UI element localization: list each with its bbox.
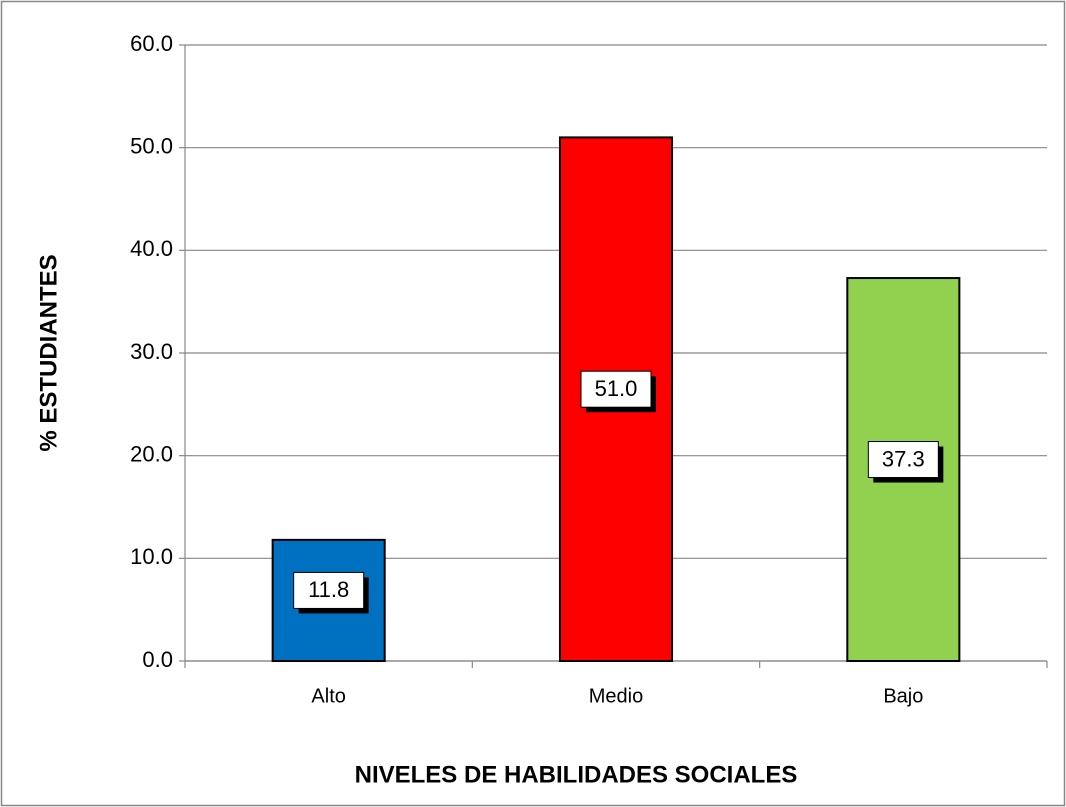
y-tick-label: 0.0 bbox=[142, 647, 173, 672]
y-tick-label: 30.0 bbox=[130, 339, 173, 364]
y-tick-label: 40.0 bbox=[130, 236, 173, 261]
x-axis-title: NIVELES DE HABILIDADES SOCIALES bbox=[355, 761, 798, 788]
x-tick-label: Alto bbox=[311, 685, 345, 707]
y-tick-label: 60.0 bbox=[130, 31, 173, 56]
value-label-box bbox=[867, 441, 939, 479]
x-tick-label: Medio bbox=[589, 685, 643, 707]
x-tick-label: Bajo bbox=[883, 685, 923, 707]
value-label: 51.0 bbox=[595, 376, 638, 401]
y-tick-label: 50.0 bbox=[130, 133, 173, 158]
value-label-box bbox=[293, 571, 365, 609]
value-label-box bbox=[580, 370, 652, 408]
y-axis-title: % ESTUDIANTES bbox=[35, 254, 62, 451]
y-tick-label: 20.0 bbox=[130, 441, 173, 466]
y-tick-label: 10.0 bbox=[130, 544, 173, 569]
value-label: 11.8 bbox=[308, 577, 349, 602]
value-label: 37.3 bbox=[882, 446, 925, 471]
